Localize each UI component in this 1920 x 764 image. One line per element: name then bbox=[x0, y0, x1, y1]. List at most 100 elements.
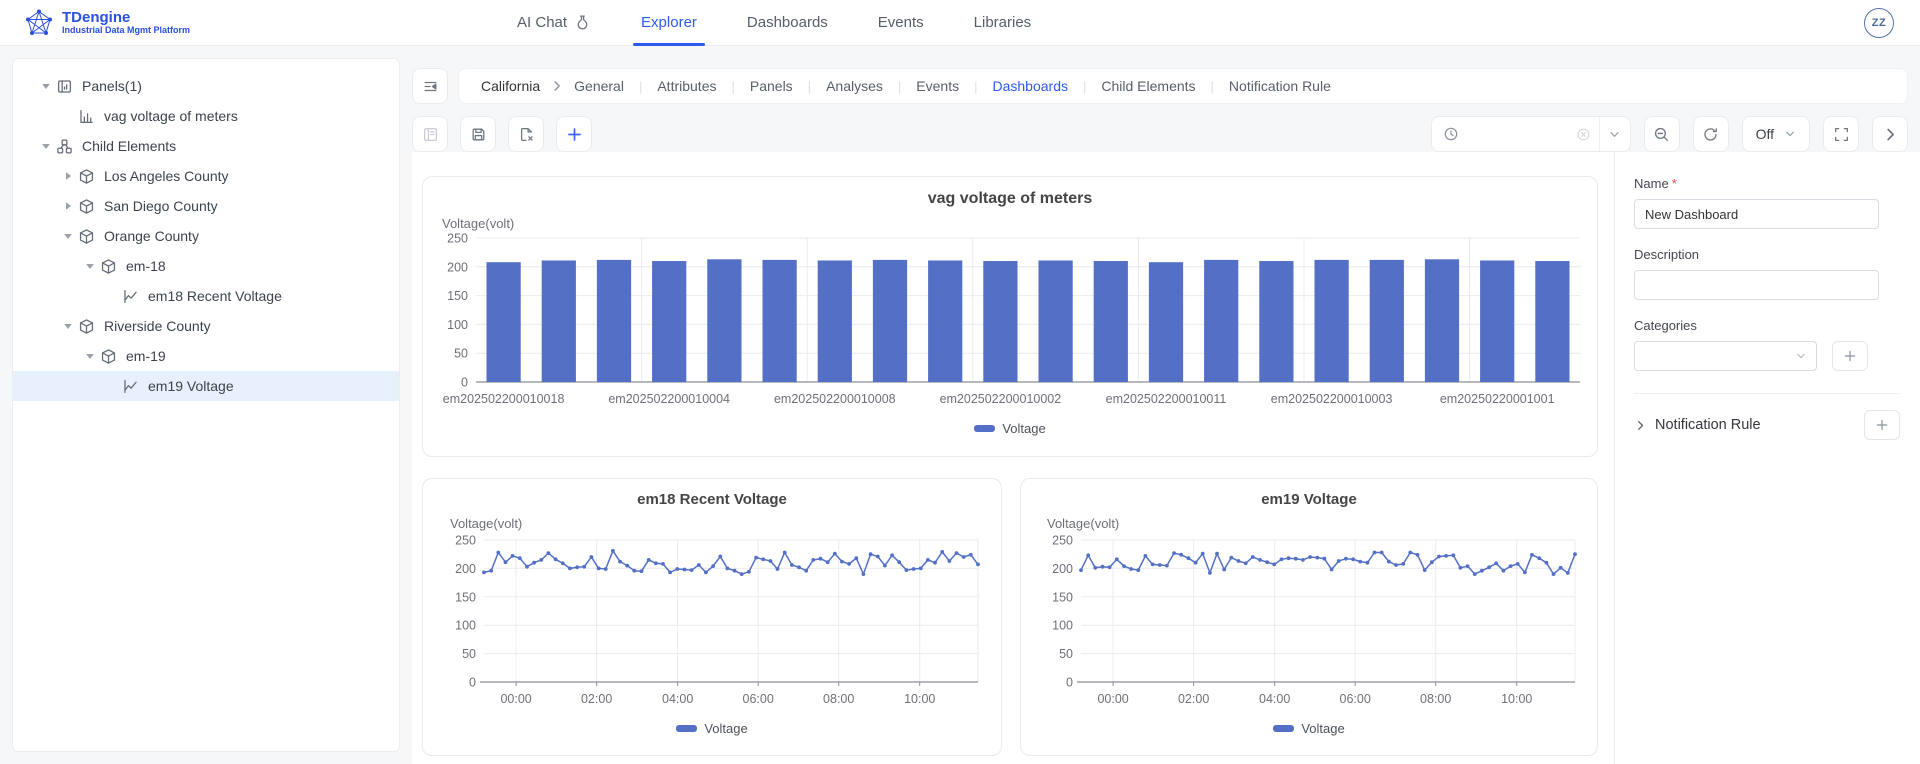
caret-down-icon[interactable] bbox=[81, 348, 99, 364]
breadcrumb-tabs: General | Attributes | Panels | Analyses | Event… bbox=[574, 78, 1331, 94]
save-dashboard-button[interactable] bbox=[460, 116, 496, 152]
tree-item-panels-1[interactable]: Panels(1) bbox=[13, 71, 399, 101]
tab-dashboards[interactable]: Dashboards bbox=[992, 78, 1068, 94]
caret-down-icon[interactable] bbox=[81, 258, 99, 274]
add-panel-button[interactable] bbox=[556, 116, 592, 152]
nav-item-events[interactable]: Events bbox=[876, 0, 926, 46]
svg-text:200: 200 bbox=[455, 562, 476, 576]
time-zoom-out-button[interactable] bbox=[1643, 116, 1680, 152]
bar-chart-icon bbox=[77, 108, 96, 125]
fullscreen-button[interactable] bbox=[1823, 116, 1859, 152]
svg-text:50: 50 bbox=[1059, 647, 1073, 661]
time-range-dropdown-button[interactable] bbox=[1600, 117, 1630, 151]
chart-legend[interactable]: Voltage bbox=[423, 421, 1597, 436]
description-input[interactable] bbox=[1634, 270, 1879, 300]
nav-item-ai-chat[interactable]: AI Chat bbox=[515, 0, 593, 46]
caret-right-icon[interactable] bbox=[59, 168, 77, 184]
tree-item-san-diego-county[interactable]: San Diego County bbox=[13, 191, 399, 221]
svg-text:150: 150 bbox=[455, 590, 476, 604]
caret-right-icon[interactable] bbox=[59, 198, 77, 214]
collapse-sidebar-button[interactable] bbox=[412, 68, 448, 104]
tree-item-vag-voltage-of-meters[interactable]: vag voltage of meters bbox=[13, 101, 399, 131]
svg-text:06:00: 06:00 bbox=[1340, 692, 1371, 706]
cube-icon bbox=[77, 198, 96, 215]
discard-changes-button[interactable] bbox=[508, 116, 544, 152]
tab-child-elements[interactable]: Child Elements bbox=[1101, 78, 1196, 94]
tab-attributes[interactable]: Attributes bbox=[657, 78, 717, 94]
svg-text:150: 150 bbox=[447, 289, 468, 303]
svg-text:02:00: 02:00 bbox=[581, 692, 612, 706]
panel-layout-button[interactable] bbox=[412, 116, 448, 152]
tree-item-label: em19 Voltage bbox=[148, 378, 234, 394]
chevron-down-icon bbox=[1784, 128, 1796, 140]
tab-general[interactable]: General bbox=[574, 78, 624, 94]
toolbar-left bbox=[412, 116, 592, 152]
refresh-button[interactable] bbox=[1692, 116, 1729, 152]
brand-logo[interactable]: TDengine Industrial Data Mgmt Platform bbox=[24, 8, 190, 38]
tab-notification-rule[interactable]: Notification Rule bbox=[1228, 78, 1331, 94]
caret-down-icon[interactable] bbox=[59, 228, 77, 244]
tab-panels[interactable]: Panels bbox=[749, 78, 793, 94]
chevron-down-icon bbox=[1795, 350, 1807, 362]
svg-text:Voltage(volt): Voltage(volt) bbox=[442, 216, 514, 231]
tab-separator: | bbox=[974, 78, 978, 94]
svg-text:10:00: 10:00 bbox=[904, 692, 935, 706]
nav-item-label: Libraries bbox=[973, 14, 1032, 31]
svg-text:250: 250 bbox=[1052, 534, 1073, 548]
nav-item-dashboards[interactable]: Dashboards bbox=[745, 0, 830, 46]
breadcrumb-root[interactable]: California bbox=[481, 78, 541, 94]
time-range-input[interactable] bbox=[1458, 117, 1576, 151]
tree-item-label: Los Angeles County bbox=[104, 168, 229, 184]
tree-item-em-18[interactable]: em-18 bbox=[13, 251, 399, 281]
cube-icon bbox=[99, 348, 118, 365]
tree-item-los-angeles-county[interactable]: Los Angeles County bbox=[13, 161, 399, 191]
svg-text:250: 250 bbox=[447, 232, 468, 246]
chart-legend[interactable]: Voltage bbox=[1021, 721, 1597, 736]
svg-text:150: 150 bbox=[1052, 590, 1073, 604]
collapse-properties-button[interactable] bbox=[1872, 116, 1908, 152]
add-category-button[interactable] bbox=[1832, 341, 1868, 371]
tree-item-em-19[interactable]: em-19 bbox=[13, 341, 399, 371]
nav-item-explorer[interactable]: Explorer bbox=[633, 0, 705, 46]
caret-down-icon[interactable] bbox=[37, 138, 55, 154]
tree-item-child-elements[interactable]: Child Elements bbox=[13, 131, 399, 161]
svg-text:50: 50 bbox=[454, 347, 468, 361]
charts-row: em18 Recent Voltage Voltage(volt) 0 50 100 1… bbox=[422, 478, 1598, 756]
tree: Panels(1) vag voltage of meters Child Elem… bbox=[13, 71, 399, 401]
tree-caret-spacer bbox=[103, 288, 121, 304]
notification-rule-toggle[interactable]: Notification Rule bbox=[1634, 417, 1761, 433]
tree-item-em18-recent-voltage[interactable]: em18 Recent Voltage bbox=[13, 281, 399, 311]
legend-marker bbox=[1273, 725, 1295, 732]
legend-label: Voltage bbox=[1002, 421, 1046, 436]
tree-item-orange-county[interactable]: Orange County bbox=[13, 221, 399, 251]
user-avatar[interactable]: ZZ bbox=[1864, 8, 1894, 38]
tree-item-riverside-county[interactable]: Riverside County bbox=[13, 311, 399, 341]
save-icon bbox=[470, 126, 487, 143]
nav-item-libraries[interactable]: Libraries bbox=[972, 0, 1034, 46]
explorer-tree-panel: Panels(1) vag voltage of meters Child Elem… bbox=[12, 58, 400, 752]
svg-text:100: 100 bbox=[455, 619, 476, 633]
add-notification-rule-button[interactable] bbox=[1864, 410, 1900, 440]
svg-text:250: 250 bbox=[455, 534, 476, 548]
chevron-right-icon bbox=[1634, 419, 1647, 432]
caret-down-icon[interactable] bbox=[37, 78, 55, 94]
tab-analyses[interactable]: Analyses bbox=[826, 78, 883, 94]
dashboard-content: vag voltage of meters Voltage(volt) 0 50 10… bbox=[412, 152, 1920, 764]
auto-refresh-value: Off bbox=[1755, 126, 1774, 142]
auto-refresh-select[interactable]: Off bbox=[1741, 116, 1810, 152]
tab-events[interactable]: Events bbox=[916, 78, 960, 94]
svg-text:em202502200010008: em202502200010008 bbox=[774, 392, 896, 406]
plus-icon bbox=[566, 126, 583, 143]
chart-card-vag-voltage: vag voltage of meters Voltage(volt) 0 50 10… bbox=[422, 176, 1598, 457]
dashboard-name-input[interactable] bbox=[1634, 199, 1879, 229]
categories-select[interactable] bbox=[1634, 341, 1817, 371]
cube-icon bbox=[77, 318, 96, 335]
tree-item-label: Orange County bbox=[104, 228, 199, 244]
dashboard-toolbar: Off bbox=[412, 116, 1908, 152]
cube-icon bbox=[77, 228, 96, 245]
clear-time-range-icon[interactable] bbox=[1576, 127, 1591, 142]
caret-down-icon[interactable] bbox=[59, 318, 77, 334]
tree-item-em19-voltage[interactable]: em19 Voltage bbox=[13, 371, 399, 401]
tree-caret-spacer bbox=[103, 378, 121, 394]
chart-legend[interactable]: Voltage bbox=[423, 721, 1001, 736]
